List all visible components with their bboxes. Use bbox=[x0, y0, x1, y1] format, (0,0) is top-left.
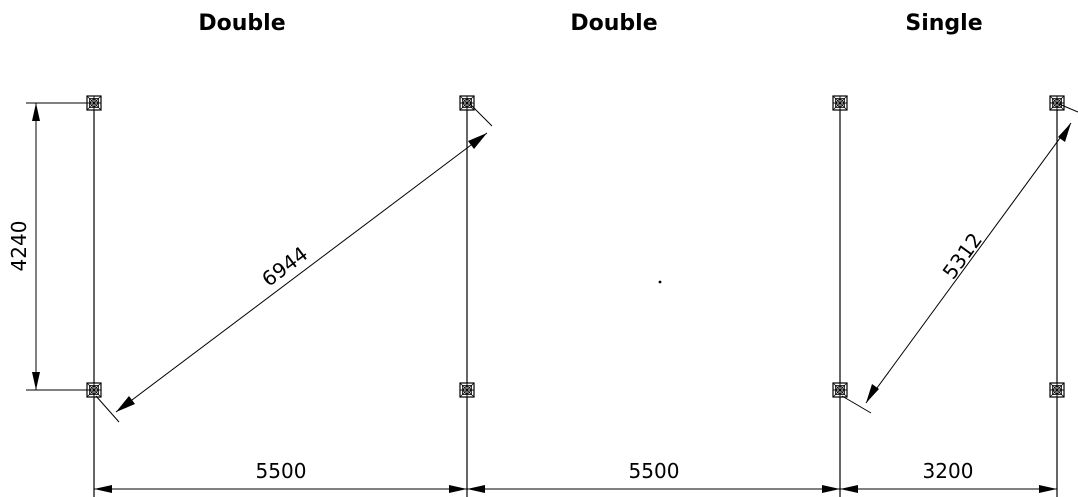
post-top-1 bbox=[86, 95, 102, 111]
post-top-4 bbox=[1049, 95, 1065, 111]
diagonal-label-2: 5312 bbox=[938, 228, 987, 283]
post-bottom-4 bbox=[1049, 382, 1065, 398]
width-dimensions: 5500 5500 3200 bbox=[94, 459, 1057, 493]
post-bottom-1 bbox=[86, 382, 102, 398]
diagonal-dimension-1: 6944 bbox=[95, 103, 493, 423]
bay-1-title: Double bbox=[198, 11, 285, 36]
depth-label: 4240 bbox=[7, 221, 31, 272]
diagonal-dimension-2: 5312 bbox=[841, 103, 1078, 414]
post-top-2 bbox=[459, 95, 475, 111]
bay-2-width-label: 5500 bbox=[629, 459, 680, 483]
post-bottom-2 bbox=[459, 382, 475, 398]
post-bottom-3 bbox=[832, 382, 848, 398]
diagonal-label-1: 6944 bbox=[257, 242, 312, 292]
post-top-3 bbox=[832, 95, 848, 111]
bay-3-width-label: 3200 bbox=[923, 459, 974, 483]
bay-1-width-label: 5500 bbox=[256, 459, 307, 483]
bay-3-title: Single bbox=[905, 11, 982, 36]
bay-2-title: Double bbox=[570, 11, 657, 36]
depth-dimension: 4240 bbox=[7, 102, 87, 391]
center-mark bbox=[658, 280, 662, 284]
